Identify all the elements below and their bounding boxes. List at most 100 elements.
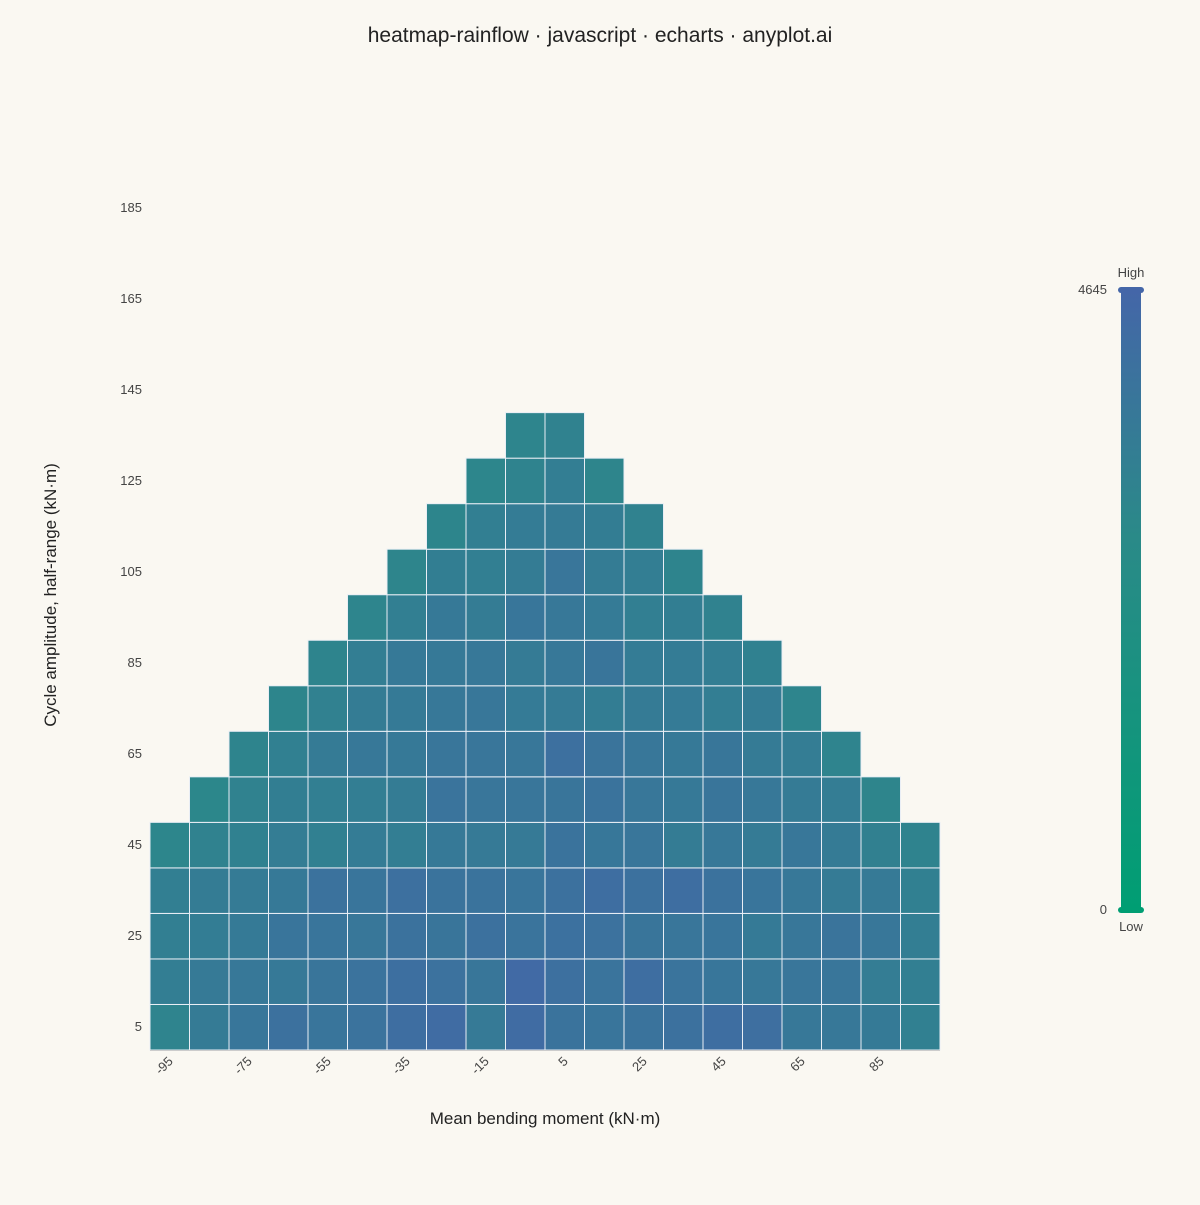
heatmap-cell[interactable] xyxy=(426,639,467,687)
heatmap-cell[interactable] xyxy=(505,594,546,641)
heatmap-cell[interactable] xyxy=(505,457,546,505)
heatmap-cell[interactable] xyxy=(584,639,625,687)
heatmap-cell[interactable] xyxy=(742,958,783,1005)
heatmap-cell[interactable] xyxy=(189,912,230,960)
heatmap-cell[interactable] xyxy=(544,867,585,914)
heatmap-cell[interactable] xyxy=(584,730,625,778)
heatmap-cell[interactable] xyxy=(821,912,862,960)
heatmap-cell[interactable] xyxy=(781,912,822,960)
heatmap-cell[interactable] xyxy=(821,958,862,1005)
heatmap-cell[interactable] xyxy=(268,776,309,823)
heatmap-cell[interactable] xyxy=(900,1003,941,1051)
heatmap-cell[interactable] xyxy=(268,958,309,1005)
heatmap-cell[interactable] xyxy=(149,1003,190,1051)
heatmap-cell[interactable] xyxy=(465,821,506,869)
heatmap-cell[interactable] xyxy=(426,594,467,641)
heatmap-cell[interactable] xyxy=(821,1003,862,1051)
heatmap-cell[interactable] xyxy=(821,867,862,914)
heatmap-cell[interactable] xyxy=(860,1003,901,1051)
heatmap-cell[interactable] xyxy=(347,912,388,960)
heatmap-cell[interactable] xyxy=(505,821,546,869)
heatmap-cell[interactable] xyxy=(386,958,427,1005)
heatmap-cell[interactable] xyxy=(307,958,348,1005)
heatmap-cell[interactable] xyxy=(426,776,467,823)
heatmap-cell[interactable] xyxy=(584,912,625,960)
heatmap-cell[interactable] xyxy=(860,958,901,1005)
heatmap-cell[interactable] xyxy=(505,548,546,596)
visual-map-low-handle[interactable] xyxy=(1118,907,1144,913)
heatmap-cell[interactable] xyxy=(663,730,704,778)
heatmap-cell[interactable] xyxy=(544,958,585,1005)
heatmap-cell[interactable] xyxy=(465,639,506,687)
heatmap-cell[interactable] xyxy=(544,685,585,732)
heatmap-cell[interactable] xyxy=(386,776,427,823)
heatmap-cell[interactable] xyxy=(307,730,348,778)
heatmap-cell[interactable] xyxy=(386,730,427,778)
heatmap-cell[interactable] xyxy=(623,730,664,778)
heatmap-cell[interactable] xyxy=(623,685,664,732)
heatmap-cell[interactable] xyxy=(307,639,348,687)
heatmap-cell[interactable] xyxy=(663,776,704,823)
heatmap-cell[interactable] xyxy=(386,1003,427,1051)
heatmap-cell[interactable] xyxy=(623,776,664,823)
heatmap-cell[interactable] xyxy=(584,958,625,1005)
heatmap-cell[interactable] xyxy=(742,685,783,732)
heatmap-cell[interactable] xyxy=(742,639,783,687)
heatmap-cell[interactable] xyxy=(544,503,585,550)
heatmap-cell[interactable] xyxy=(702,685,743,732)
heatmap-cell[interactable] xyxy=(189,867,230,914)
heatmap-cell[interactable] xyxy=(268,730,309,778)
heatmap-cell[interactable] xyxy=(584,548,625,596)
heatmap-cell[interactable] xyxy=(426,912,467,960)
heatmap-cell[interactable] xyxy=(544,1003,585,1051)
heatmap-cell[interactable] xyxy=(505,958,546,1005)
heatmap-cell[interactable] xyxy=(781,867,822,914)
heatmap-cell[interactable] xyxy=(702,594,743,641)
heatmap-cell[interactable] xyxy=(544,821,585,869)
heatmap-cell[interactable] xyxy=(465,685,506,732)
heatmap-cell[interactable] xyxy=(386,912,427,960)
heatmap-cell[interactable] xyxy=(544,639,585,687)
heatmap-cell[interactable] xyxy=(465,1003,506,1051)
heatmap-cell[interactable] xyxy=(268,912,309,960)
heatmap-cell[interactable] xyxy=(742,912,783,960)
heatmap-cell[interactable] xyxy=(465,776,506,823)
heatmap-cell[interactable] xyxy=(347,821,388,869)
heatmap-cell[interactable] xyxy=(900,867,941,914)
heatmap-cell[interactable] xyxy=(347,776,388,823)
heatmap-cell[interactable] xyxy=(623,867,664,914)
heatmap-cell[interactable] xyxy=(821,730,862,778)
heatmap-cell[interactable] xyxy=(465,730,506,778)
heatmap-cell[interactable] xyxy=(623,548,664,596)
heatmap-cell[interactable] xyxy=(307,1003,348,1051)
heatmap-cell[interactable] xyxy=(228,867,269,914)
heatmap-cell[interactable] xyxy=(584,867,625,914)
visual-map-high-handle[interactable] xyxy=(1118,287,1144,293)
heatmap-cell[interactable] xyxy=(781,776,822,823)
heatmap-cell[interactable] xyxy=(860,867,901,914)
heatmap-cell[interactable] xyxy=(900,958,941,1005)
heatmap-cell[interactable] xyxy=(149,958,190,1005)
heatmap-cell[interactable] xyxy=(465,912,506,960)
heatmap-cell[interactable] xyxy=(505,912,546,960)
heatmap-cell[interactable] xyxy=(623,912,664,960)
heatmap-cell[interactable] xyxy=(623,594,664,641)
heatmap-cell[interactable] xyxy=(307,685,348,732)
heatmap-cell[interactable] xyxy=(426,958,467,1005)
heatmap-cell[interactable] xyxy=(228,912,269,960)
heatmap-cell[interactable] xyxy=(584,457,625,505)
heatmap-cell[interactable] xyxy=(505,412,546,459)
heatmap-cell[interactable] xyxy=(781,685,822,732)
heatmap-cell[interactable] xyxy=(386,867,427,914)
heatmap-cell[interactable] xyxy=(584,594,625,641)
heatmap-cell[interactable] xyxy=(307,912,348,960)
heatmap-cell[interactable] xyxy=(663,685,704,732)
heatmap-cell[interactable] xyxy=(149,821,190,869)
heatmap-cell[interactable] xyxy=(505,730,546,778)
heatmap-cell[interactable] xyxy=(426,503,467,550)
heatmap-cell[interactable] xyxy=(505,1003,546,1051)
heatmap-cell[interactable] xyxy=(544,912,585,960)
heatmap-cell[interactable] xyxy=(189,958,230,1005)
heatmap-cell[interactable] xyxy=(544,548,585,596)
heatmap-cell[interactable] xyxy=(426,867,467,914)
